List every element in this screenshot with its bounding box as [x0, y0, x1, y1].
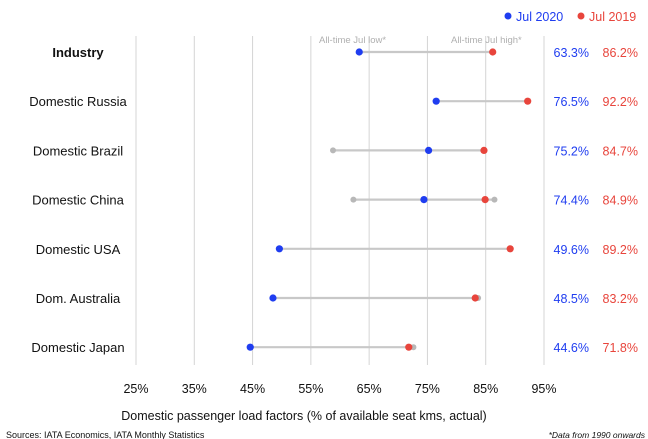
value-jul-2020-domestic-brazil: 75.2%	[554, 144, 589, 158]
point-jul-2020-domestic-russia	[432, 97, 440, 105]
value-jul-2019-industry: 86.2%	[603, 46, 638, 60]
point-jul-2020-domestic-usa	[275, 245, 283, 253]
legend-label-jul-2019: Jul 2019	[589, 10, 636, 24]
value-labels: 63.3% 86.2% 76.5% 92.2% 75.2% 84.7% 74.4% 84.9%…	[554, 46, 638, 355]
row-label-domestic-china: Domestic China	[32, 193, 125, 208]
all-time-marker-domestic-china	[350, 196, 357, 203]
footnote: *Data from 1990 onwards	[549, 430, 646, 439]
value-jul-2019-domestic-usa: 89.2%	[603, 243, 638, 257]
x-tick-label: 95%	[531, 382, 556, 396]
value-jul-2019-domestic-japan: 71.8%	[603, 341, 638, 355]
value-jul-2019-domestic-brazil: 84.7%	[603, 144, 638, 158]
row-label-domestic-japan: Domestic Japan	[31, 340, 124, 355]
x-tick-label: 45%	[240, 382, 265, 396]
data-points	[246, 48, 532, 351]
point-jul-2019-domestic-china	[481, 196, 489, 204]
point-jul-2019-domestic-japan	[405, 343, 413, 351]
point-jul-2020-domestic-japan	[246, 343, 254, 351]
row-label-domestic-brazil: Domestic Brazil	[33, 143, 123, 158]
point-jul-2020-dom-australia	[269, 294, 277, 302]
point-jul-2019-dom-australia	[471, 294, 479, 302]
row-label-domestic-usa: Domestic USA	[36, 242, 121, 257]
value-jul-2019-domestic-russia: 92.2%	[603, 95, 638, 109]
annotation-all-time-low: All-time Jul low*	[319, 35, 386, 46]
x-tick-label: 25%	[123, 382, 148, 396]
x-tick-label: 35%	[182, 382, 207, 396]
point-jul-2019-industry	[489, 48, 497, 56]
all-time-marker-domestic-china	[491, 196, 498, 203]
value-jul-2020-dom-australia: 48.5%	[554, 292, 589, 306]
x-axis-ticks: 25% 35% 45% 55% 65% 75% 85% 95%	[123, 382, 556, 396]
point-jul-2019-domestic-usa	[506, 245, 514, 253]
all-time-marker-domestic-brazil	[330, 147, 337, 154]
legend-marker-jul-2020	[504, 12, 512, 20]
point-jul-2020-domestic-china	[420, 196, 428, 204]
x-tick-label: 85%	[473, 382, 498, 396]
point-jul-2019-domestic-brazil	[480, 146, 488, 154]
point-jul-2020-industry	[355, 48, 363, 56]
x-tick-label: 55%	[298, 382, 323, 396]
legend-label-jul-2020: Jul 2020	[516, 10, 563, 24]
value-jul-2020-industry: 63.3%	[554, 46, 589, 60]
value-jul-2020-domestic-usa: 49.6%	[554, 243, 589, 257]
legend-marker-jul-2019	[577, 12, 585, 20]
legend: Jul 2020 Jul 2019	[504, 10, 636, 24]
x-tick-label: 65%	[357, 382, 382, 396]
range-bars	[250, 50, 528, 349]
value-jul-2020-domestic-china: 74.4%	[554, 194, 589, 208]
value-jul-2020-domestic-russia: 76.5%	[554, 95, 589, 109]
point-jul-2020-domestic-brazil	[424, 146, 433, 154]
row-labels: Industry Domestic Russia Domestic Brazil Do…	[29, 45, 127, 355]
row-label-industry: Industry	[52, 45, 104, 60]
value-jul-2019-dom-australia: 83.2%	[603, 292, 638, 306]
x-tick-label: 75%	[415, 382, 440, 396]
value-jul-2020-domestic-japan: 44.6%	[554, 341, 589, 355]
annotation-all-time-high: All-time Jul high*	[451, 35, 522, 46]
row-label-dom-australia: Dom. Australia	[36, 291, 121, 306]
source-note: Sources: IATA Economics, IATA Monthly St…	[6, 430, 205, 439]
value-jul-2019-domestic-china: 84.9%	[603, 194, 638, 208]
point-jul-2019-domestic-russia	[524, 97, 532, 105]
x-axis-title: Domestic passenger load factors (% of av…	[121, 409, 486, 423]
row-label-domestic-russia: Domestic Russia	[29, 94, 127, 109]
